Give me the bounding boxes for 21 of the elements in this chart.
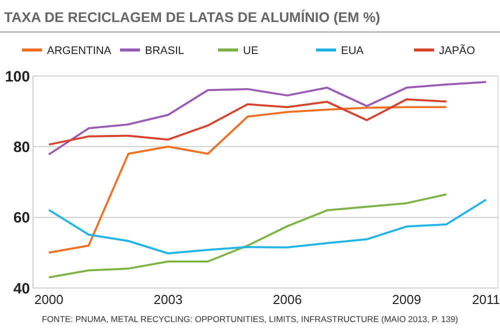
legend-label: ARGENTINA bbox=[47, 44, 112, 57]
x-tick-label: 2003 bbox=[154, 292, 183, 307]
legend-label: EUA bbox=[341, 44, 364, 57]
x-tick-label: 2009 bbox=[392, 292, 422, 307]
y-tick-label: 40 bbox=[13, 280, 30, 298]
legend-label: UE bbox=[243, 44, 258, 57]
legend-label: BRASIL bbox=[145, 44, 184, 57]
line-series bbox=[48, 106, 448, 254]
legend-label: JAPÃO bbox=[439, 44, 476, 57]
line-series bbox=[48, 193, 448, 278]
line-series bbox=[48, 98, 448, 146]
y-tick-label: 60 bbox=[13, 210, 30, 227]
y-tick-label: 100 bbox=[4, 68, 30, 86]
x-tick-label: 2000 bbox=[34, 292, 64, 307]
y-tick-label: 80 bbox=[13, 138, 30, 156]
source-note: FONTE: PNUMA, METAL RECYCLING: OPPORTUNITIES, LIMITS, INFRASTRUCTURE (MAIO 2013, P. 139) bbox=[42, 314, 458, 324]
line-series bbox=[48, 81, 488, 156]
chart-title: TAXA DE RECICLAGEM DE LATAS DE ALUMÍNIO (EM %) bbox=[4, 9, 380, 25]
x-tick-label: 2006 bbox=[272, 292, 302, 307]
x-tick-label: 2011 bbox=[472, 292, 500, 307]
line-series bbox=[48, 198, 488, 254]
